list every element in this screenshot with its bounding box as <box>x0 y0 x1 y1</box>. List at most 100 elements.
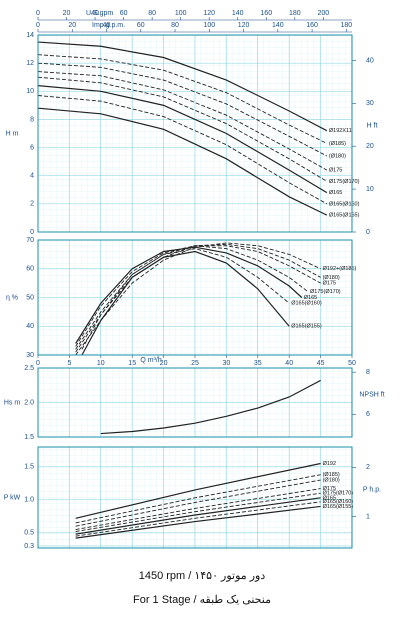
y2-axis-label: NPSH ft <box>359 391 384 398</box>
top-axis-tick-label: 0 <box>36 10 40 17</box>
curve-label: Ø165 <box>304 295 317 301</box>
x-tick-label: 10 <box>97 360 105 367</box>
curve-label: (Ø180) <box>323 275 340 281</box>
curve-label: Ø165(Ø155) <box>291 324 322 330</box>
top-axis-tick-label: 80 <box>171 22 179 29</box>
y-tick-label: 1.5 <box>24 464 34 471</box>
curve-label: Ø165(Ø160) <box>323 499 354 505</box>
y-tick-label: 0 <box>30 229 34 236</box>
curve <box>75 501 321 537</box>
y-tick-label: 2.5 <box>24 365 34 372</box>
top-axis-tick-label: 120 <box>203 10 215 17</box>
curve-label: (Ø180) <box>323 477 340 483</box>
curve-label: Ø192+(Ø185) <box>323 266 357 272</box>
y2-axis-label: P h.p. <box>363 486 381 493</box>
top-axis-tick-label: 120 <box>238 22 250 29</box>
y2-tick-label: 40 <box>366 57 374 64</box>
curve <box>37 41 328 132</box>
top-axis-tick-label: 40 <box>103 22 111 29</box>
plot-frame <box>37 446 353 549</box>
top-axis-tick-label: 140 <box>272 22 284 29</box>
curve-label: Ø175 <box>329 168 342 174</box>
y-tick-label: 1.5 <box>24 434 34 441</box>
y2-tick-label: 8 <box>366 369 370 376</box>
x-tick-label: 45 <box>317 360 325 367</box>
y-tick-label: 0.5 <box>24 530 34 537</box>
curve <box>81 248 290 350</box>
curve-label: Ø175 <box>323 281 336 287</box>
curve <box>37 71 328 171</box>
curve-label: Ø165(Ø160) <box>291 301 322 307</box>
y-tick-label: 4 <box>30 173 34 180</box>
curve-label: (Ø185) <box>329 141 346 147</box>
y-tick-label: 40 <box>26 323 34 330</box>
curve-label: Ø165(Ø155) <box>323 504 354 510</box>
top-axis-tick-label: 100 <box>203 22 215 29</box>
stage-caption: For 1 Stage / منحنی یک طبقه <box>133 594 271 606</box>
y-axis-label: η % <box>6 294 18 301</box>
curve <box>75 488 321 530</box>
top-axis-tick-label: 60 <box>120 10 128 17</box>
x-tick-label: 30 <box>223 360 231 367</box>
y-tick-label: 2 <box>30 201 34 208</box>
y-tick-label: 0.3 <box>24 543 34 550</box>
y2-tick-label: 1 <box>366 513 370 520</box>
curve <box>81 250 290 356</box>
plot-frame <box>37 34 353 233</box>
y-tick-label: 60 <box>26 266 34 273</box>
curve <box>37 107 328 216</box>
y2-tick-label: 2 <box>366 464 370 471</box>
curve-label: Ø192 <box>323 461 336 467</box>
x-tick-label: 25 <box>191 360 199 367</box>
top-axis-tick-label: 200 <box>317 10 329 17</box>
curve-label: Ø165(Ø160) <box>329 201 360 207</box>
y-tick-label: 8 <box>30 116 34 123</box>
curve <box>75 492 321 532</box>
y-axis-label: Hs m <box>4 399 21 406</box>
curve-label: Ø175(Ø170) <box>323 491 354 497</box>
curve <box>75 245 309 347</box>
top-axis-tick-label: 160 <box>306 22 318 29</box>
curve <box>100 379 321 435</box>
x-axis-label: Q m³/h <box>140 357 161 364</box>
x-tick-label: 15 <box>128 360 136 367</box>
curve-label: Ø175(Ø170) <box>329 179 360 185</box>
curve <box>37 85 328 194</box>
y-tick-label: 14 <box>26 32 34 39</box>
curve <box>75 462 321 519</box>
curve <box>75 497 321 535</box>
curve <box>75 246 303 344</box>
y-axis-label: H m <box>6 130 19 137</box>
y-tick-label: 70 <box>26 237 34 244</box>
rpm-caption: 1450 rpm / ۱۴۵۰ دور موتور <box>139 570 266 582</box>
x-tick-label: 50 <box>348 360 356 367</box>
y-tick-label: 2.0 <box>24 399 34 406</box>
y2-axis-label: H ft <box>367 122 378 129</box>
top-axis-tick-label: 180 <box>289 10 301 17</box>
y-axis-label: P kW <box>4 494 21 501</box>
curve-label: (Ø180) <box>329 153 346 159</box>
y2-tick-label: 20 <box>366 143 374 150</box>
y-tick-label: 12 <box>26 60 34 67</box>
y-tick-label: 50 <box>26 294 34 301</box>
x-tick-label: 0 <box>36 360 40 367</box>
x-tick-label: 5 <box>67 360 71 367</box>
y-tick-label: 30 <box>26 352 34 359</box>
y2-tick-label: 30 <box>366 100 374 107</box>
top-axis-tick-label: 160 <box>260 10 272 17</box>
curve <box>75 479 321 527</box>
top-axis-label: U.S.gpm <box>86 10 113 17</box>
top-axis-tick-label: 80 <box>148 10 156 17</box>
y-tick-label: 1.0 <box>24 497 34 504</box>
x-tick-label: 20 <box>160 360 168 367</box>
top-axis-tick-label: 100 <box>175 10 187 17</box>
curve-label: Ø165(Ø155) <box>329 213 360 219</box>
curve <box>37 54 328 144</box>
y2-tick-label: 6 <box>366 411 370 418</box>
top-axis-label: Imp.g.p.m. <box>92 22 125 29</box>
plot-frame <box>37 367 353 438</box>
curve <box>37 62 328 157</box>
x-tick-label: 40 <box>285 360 293 367</box>
y-tick-label: 10 <box>26 88 34 95</box>
